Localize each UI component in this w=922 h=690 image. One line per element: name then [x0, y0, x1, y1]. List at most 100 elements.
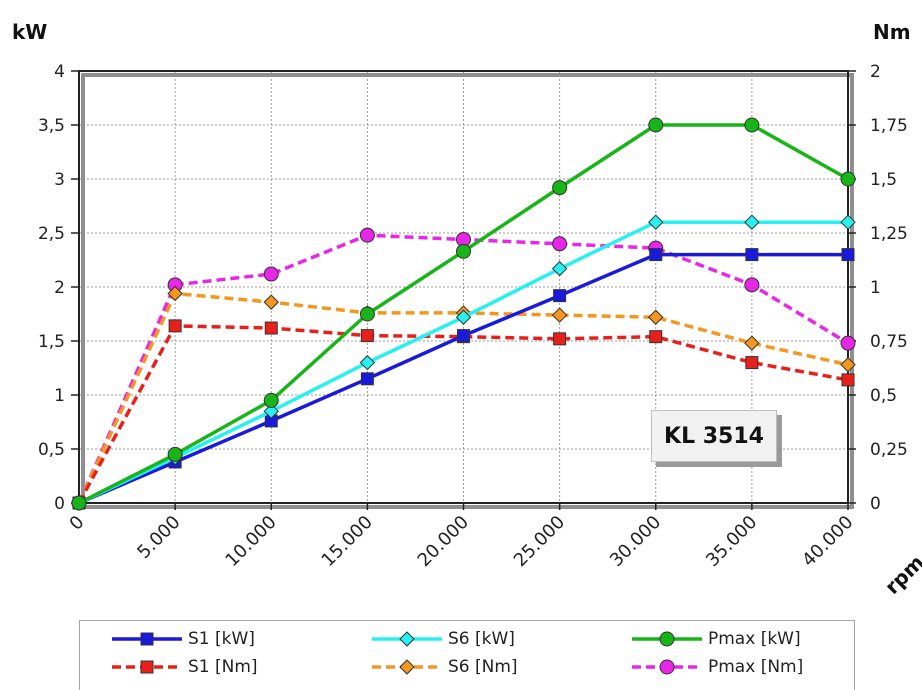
- data-point-s1-nm: [745, 356, 759, 370]
- data-point-s6-nm: [648, 309, 664, 325]
- x-tick-label: 15.000: [318, 512, 377, 571]
- legend-swatch: [632, 659, 702, 675]
- x-tick-label: 25.000: [510, 512, 569, 571]
- data-point-pmax-kw: [456, 243, 471, 259]
- y-right-tick-label: 1,75: [870, 116, 908, 136]
- legend-marker: [399, 659, 415, 675]
- series-s6-kw: [71, 214, 856, 511]
- data-point-s6-nm: [744, 335, 760, 351]
- model-badge: KL 3514: [651, 410, 777, 462]
- data-point-s1-nm: [553, 332, 567, 346]
- legend-label: S6 [Nm]: [448, 657, 518, 677]
- y-left-tick-label: 2: [54, 278, 65, 298]
- data-point-pmax-kw: [840, 171, 856, 187]
- data-point-s6-nm: [263, 294, 279, 310]
- y-right-tick-label: 0,5: [870, 386, 897, 406]
- y-right-unit-label: Nm: [873, 20, 911, 44]
- y-left-tick-label: 0: [54, 494, 65, 514]
- legend: S1 [kW] S6 [kW] Pmax [kW] S1 [Nm] S6 [Nm] Pma…: [79, 620, 855, 690]
- data-point-s1-nm: [168, 319, 182, 333]
- plot-frame-shadow: [81, 73, 854, 509]
- y-right-tick-label: 1,5: [870, 170, 897, 190]
- x-tick-label: 0: [66, 512, 89, 535]
- y-right-tick-label: 0: [870, 494, 881, 514]
- data-point-s1-kw: [553, 289, 567, 303]
- data-point-s1-kw: [649, 248, 663, 262]
- x-tick-label: 5.000: [133, 512, 184, 563]
- data-point-s6-kw: [744, 214, 760, 230]
- series-layer: [71, 117, 856, 511]
- legend-label: S1 [Nm]: [188, 657, 258, 677]
- series-pmax-kw: [71, 117, 856, 511]
- data-point-s6-kw: [840, 214, 856, 230]
- legend-label: S6 [kW]: [448, 629, 515, 649]
- data-point-pmax-kw: [71, 495, 87, 511]
- data-point-s6-kw: [263, 403, 279, 419]
- y-right-tick-label: 1: [870, 278, 881, 298]
- y-left-tick-label: 1,5: [38, 332, 65, 352]
- data-point-pmax-nm: [840, 335, 856, 351]
- y-left-tick-label: 1: [54, 386, 65, 406]
- x-tick-label: 30.000: [606, 512, 665, 571]
- data-point-s1-kw: [841, 248, 855, 262]
- x-tick-label: 35.000: [702, 512, 761, 571]
- data-point-pmax-nm: [263, 266, 279, 282]
- data-point-s1-kw: [745, 248, 759, 262]
- data-point-s6-kw: [648, 214, 664, 230]
- y-left-tick-label: 4: [54, 62, 65, 82]
- legend-label: S1 [kW]: [188, 629, 255, 649]
- legend-item-s6-kw: S6 [kW]: [370, 627, 515, 651]
- legend-swatch: [372, 631, 442, 647]
- y-right-tick-label: 2: [870, 62, 881, 82]
- data-point-s1-nm: [841, 373, 855, 387]
- data-point-s6-kw: [551, 260, 568, 277]
- x-tick-label: 10.000: [221, 512, 280, 571]
- y-right-tick-label: 1,25: [870, 224, 908, 244]
- data-point-pmax-kw: [648, 117, 664, 133]
- data-point-s1-kw: [360, 372, 374, 386]
- data-point-pmax-nm: [552, 236, 568, 252]
- x-tick-label: 40.000: [798, 512, 857, 571]
- data-point-pmax-kw: [263, 392, 279, 408]
- data-point-s6-kw: [455, 309, 472, 325]
- y-left-tick-label: 2,5: [38, 224, 65, 244]
- legend-label: Pmax [kW]: [708, 629, 801, 649]
- y-left-unit-label: kW: [12, 20, 48, 44]
- legend-marker: [399, 631, 415, 647]
- data-point-s1-nm: [360, 329, 374, 343]
- data-point-s1-nm: [264, 321, 278, 335]
- y-left-tick-label: 3,5: [38, 116, 65, 136]
- legend-swatch: [632, 631, 702, 647]
- data-point-s1-kw: [457, 329, 470, 343]
- legend-item-s1-kw: S1 [kW]: [110, 627, 255, 651]
- data-point-pmax-kw: [167, 446, 183, 462]
- legend-label: Pmax [Nm]: [708, 657, 804, 677]
- legend-item-pmax-kw: Pmax [kW]: [630, 627, 801, 651]
- data-point-pmax-nm: [359, 227, 375, 243]
- data-point-pmax-kw: [552, 180, 568, 196]
- legend-marker: [659, 631, 675, 647]
- data-point-s6-kw: [359, 354, 376, 371]
- legend-swatch: [112, 660, 182, 674]
- y-right-tick-label: 0,25: [870, 440, 908, 460]
- y-left-tick-label: 0,5: [38, 440, 65, 460]
- legend-swatch: [372, 659, 442, 675]
- data-point-pmax-nm: [744, 277, 760, 293]
- legend-marker: [140, 632, 154, 646]
- legend-item-s1-nm: S1 [Nm]: [110, 655, 258, 679]
- legend-marker: [659, 659, 675, 675]
- legend-swatch: [112, 632, 182, 646]
- y-left-tick-label: 3: [54, 170, 65, 190]
- x-tick-label: 20.000: [414, 512, 473, 571]
- legend-item-s6-nm: S6 [Nm]: [370, 655, 518, 679]
- y-right-tick-label: 0,75: [870, 332, 908, 352]
- legend-item-pmax-nm: Pmax [Nm]: [630, 655, 803, 679]
- data-point-s1-nm: [649, 330, 663, 344]
- data-point-s6-nm: [840, 357, 856, 373]
- data-point-pmax-kw: [744, 117, 760, 133]
- data-point-s6-nm: [167, 285, 183, 302]
- data-point-s6-nm: [551, 307, 568, 323]
- data-point-pmax-kw: [359, 306, 375, 322]
- legend-marker: [140, 660, 154, 674]
